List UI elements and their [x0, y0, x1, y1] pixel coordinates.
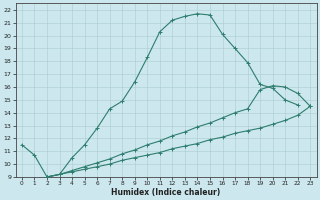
- X-axis label: Humidex (Indice chaleur): Humidex (Indice chaleur): [111, 188, 221, 197]
